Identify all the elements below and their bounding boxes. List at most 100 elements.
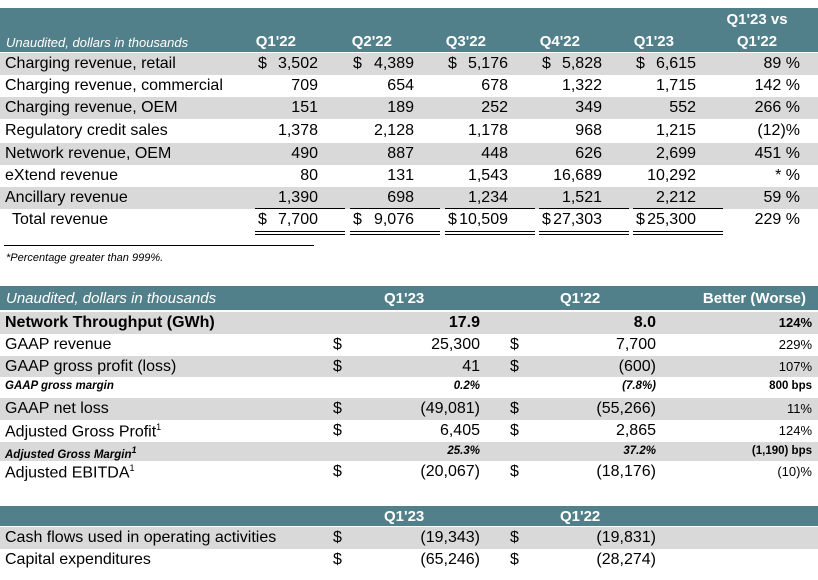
cashflow-row-label: Cash flows used in operating activities [5, 529, 277, 546]
total-rule-double [445, 231, 535, 235]
revenue-row: Charging revenue, OEM 151 189 252 349 552 266 … [0, 97, 818, 119]
comparison-header-line1: Q1'23 vs [726, 11, 788, 28]
revenue-column-header: Q1'23 [633, 33, 674, 50]
total-rule-double [255, 231, 345, 235]
dollar-sign: $ [636, 211, 645, 228]
revenue-value: 6,615 [655, 55, 696, 72]
metrics-value-q1-22: 2,865 [615, 422, 656, 439]
revenue-row: Network revenue, OEM 490 887 448 626 2,699 451… [0, 143, 818, 165]
revenue-change: * % [775, 167, 800, 184]
cashflow-row: Cash flows used in operating activities $… [0, 527, 818, 549]
total-rule-top [633, 208, 723, 209]
revenue-column-header: Q3'22 [445, 33, 486, 50]
metrics-row-label: Network Throughput (GWh) [5, 314, 215, 332]
metrics-row-label-text: Adjusted Gross Profit [5, 423, 157, 441]
total-rule-top [350, 208, 440, 209]
metrics-value-q1-23: 25.3% [447, 445, 480, 457]
dollar-sign: $ [333, 529, 342, 546]
revenue-value: 448 [481, 145, 508, 162]
cashflow-col2-header: Q1'22 [560, 508, 601, 525]
metrics-col2-header: Q1'22 [560, 290, 601, 307]
cashflow-table: Q1'23 Q1'22 Cash flows used in operating a… [0, 506, 818, 576]
total-rule-double [350, 231, 440, 235]
metrics-row: GAAP gross profit (loss) $41 $ (600) 107% [0, 356, 818, 377]
cashflow-value-q1-23: (65,246) [420, 551, 480, 568]
dollar-sign: $ [448, 55, 457, 72]
metrics-row: Adjusted EBITDA1 $ (20,067) $ (18,176) (10)% [0, 461, 818, 484]
revenue-column-header: Q2'22 [351, 33, 392, 50]
dollar-sign: $ [448, 211, 457, 228]
revenue-row-label: eXtend revenue [5, 167, 118, 184]
revenue-value: 252 [481, 99, 508, 116]
revenue-value: 131 [387, 167, 414, 184]
revenue-value: 10,292 [647, 167, 696, 184]
metrics-row-label: GAAP gross margin [5, 380, 114, 392]
revenue-value: 2,128 [373, 122, 414, 139]
metrics-table-subtitle: Unaudited, dollars in thousands [6, 290, 217, 307]
metrics-row-label: GAAP revenue [5, 336, 111, 354]
metrics-row-label-text: GAAP gross margin [5, 380, 114, 392]
revenue-value: 1,715 [655, 77, 696, 94]
revenue-change: 229 % [754, 211, 800, 228]
revenue-value: 349 [575, 99, 602, 116]
revenue-value: 1,390 [277, 189, 318, 206]
footnote-marker: 1 [129, 463, 135, 473]
revenue-value: 887 [387, 145, 414, 162]
revenue-value: 1,543 [467, 167, 508, 184]
dollar-sign: $ [258, 211, 267, 228]
revenue-value: 1,234 [467, 189, 508, 206]
revenue-value: 151 [291, 99, 318, 116]
revenue-value: 626 [575, 145, 602, 162]
dollar-sign: $ [636, 55, 645, 72]
revenue-value: 968 [575, 122, 602, 139]
dollar-sign: $ [510, 358, 519, 375]
revenue-value: 1,521 [561, 189, 602, 206]
metrics-change: (1,190) bps [751, 445, 812, 457]
revenue-table-header: Unaudited, dollars in thousands Q1'22 Q2'2… [0, 8, 818, 52]
metrics-value-q1-22: (55,266) [596, 400, 656, 417]
revenue-value: 1,215 [655, 122, 696, 139]
metrics-row-label-text: Adjusted EBITDA [5, 464, 130, 482]
metrics-value-q1-22: (600) [618, 358, 656, 375]
metrics-row: Adjusted Gross Profit1 $6,405 $2,865 124% [0, 420, 818, 442]
revenue-row: eXtend revenue 80 131 1,543 16,689 10,292 * % [0, 165, 818, 187]
metrics-change: 229% [778, 337, 812, 352]
total-rule-top [255, 208, 345, 209]
total-rule-top [445, 208, 535, 209]
revenue-value: 698 [387, 189, 414, 206]
metrics-row: Adjusted Gross Margin1 25.3% 37.2% (1,190) … [0, 442, 818, 461]
dollar-sign: $ [333, 463, 342, 480]
revenue-value: 2,699 [655, 145, 696, 162]
revenue-row: Ancillary revenue 1,390 698 1,234 1,521 2,212… [0, 187, 818, 209]
revenue-change: 59 % [763, 189, 800, 206]
revenue-change: 142 % [754, 77, 800, 94]
dollar-sign: $ [333, 400, 342, 417]
metrics-value-q1-23: 25,300 [431, 336, 480, 353]
metrics-col3-header: Better (Worse) [702, 290, 806, 307]
dollar-sign: $ [510, 463, 519, 480]
revenue-value: 189 [387, 99, 414, 116]
metrics-row: Network Throughput (GWh) 17.9 8.0 124% [0, 312, 818, 334]
metrics-change: 107% [778, 359, 812, 374]
footnote-rule [4, 245, 314, 246]
cashflow-value-q1-22: (28,274) [596, 551, 656, 568]
revenue-row-label: Charging revenue, OEM [5, 99, 178, 116]
metrics-row-label: Adjusted EBITDA1 [5, 463, 135, 482]
metrics-value-q1-23: 17.9 [448, 314, 480, 331]
metrics-table-header: Unaudited, dollars in thousands Q1'23 Q1'2… [0, 286, 818, 310]
cashflow-row-label: Capital expenditures [5, 551, 151, 568]
revenue-value: 552 [669, 99, 696, 116]
metrics-value-q1-22: (7.8%) [622, 380, 656, 392]
revenue-value: 10,509 [459, 211, 508, 228]
revenue-value: 654 [387, 77, 414, 94]
dollar-sign: $ [510, 551, 519, 568]
revenue-change: 89 % [763, 55, 800, 72]
metrics-value-q1-23: 6,405 [439, 422, 480, 439]
revenue-row: Charging revenue, commercial 709 654 678 1,3… [0, 75, 818, 97]
metrics-row-label-text: GAAP net loss [5, 400, 109, 417]
cashflow-value-q1-23: (19,343) [420, 529, 480, 546]
metrics-row-label: GAAP net loss [5, 400, 109, 418]
revenue-change: 266 % [754, 99, 800, 116]
metrics-row-label-text: GAAP revenue [5, 336, 112, 353]
metrics-row: GAAP revenue $25,300 $7,700 229% [0, 334, 818, 356]
